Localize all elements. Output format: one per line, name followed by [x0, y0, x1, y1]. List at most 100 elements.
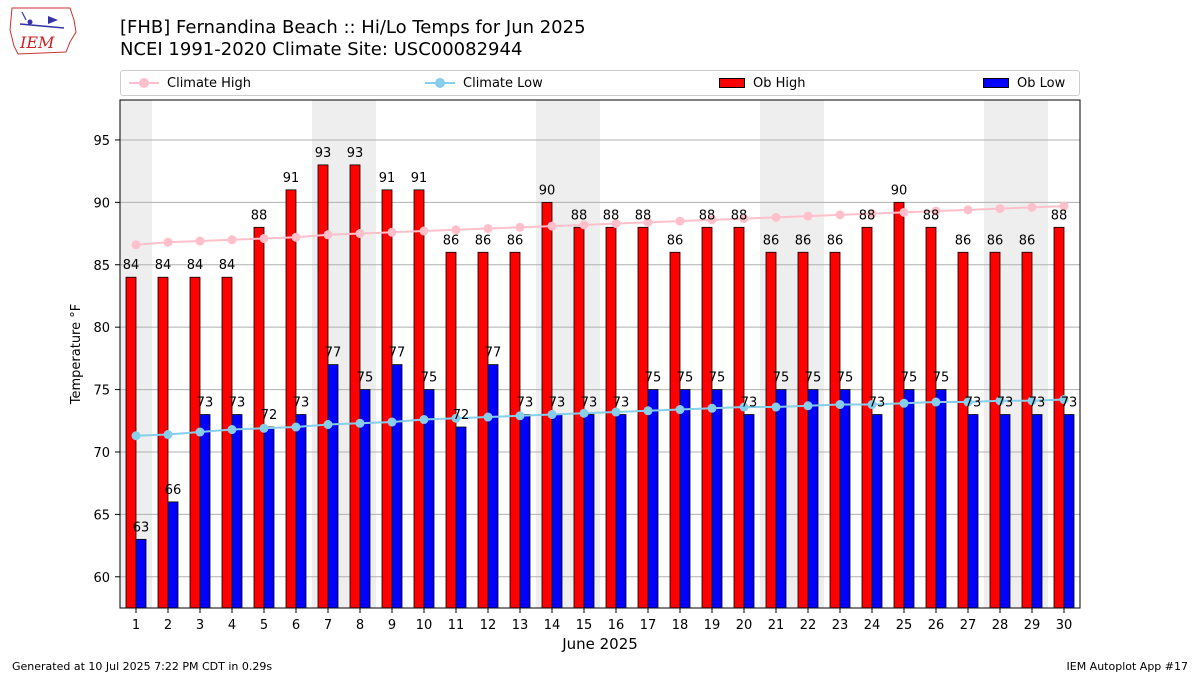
- climate-low-point: [995, 396, 1005, 406]
- ob-low-label: 73: [613, 396, 630, 411]
- ob-high-bar: [1053, 226, 1065, 609]
- ob-low-label: 75: [421, 371, 438, 386]
- x-tick-label: 26: [928, 618, 945, 633]
- ob-high-label: 86: [475, 233, 492, 248]
- ob-low-label: 75: [901, 371, 918, 386]
- ob-high-bar: [509, 251, 521, 609]
- y-tick-label: 90: [93, 196, 110, 211]
- ob-low-label: 75: [357, 371, 374, 386]
- climate-low-point: [451, 413, 461, 423]
- ob-high-bar: [605, 226, 617, 609]
- ob-high-label: 88: [1051, 208, 1068, 223]
- climate-high-point: [771, 212, 781, 222]
- ob-low-bar: [135, 538, 147, 609]
- x-tick-label: 21: [768, 618, 785, 633]
- ob-high-bar: [701, 226, 713, 609]
- climate-high-point: [483, 224, 493, 234]
- ob-high-bar: [445, 251, 457, 609]
- ob-low-label: 75: [933, 371, 950, 386]
- x-tick-label: 13: [512, 618, 529, 633]
- legend: Climate High Climate Low Ob High Ob Low: [120, 70, 1080, 96]
- ob-high-bar: [925, 226, 937, 609]
- ob-low-label: 77: [325, 346, 342, 361]
- chart-title: [FHB] Fernandina Beach :: Hi/Lo Temps fo…: [120, 17, 586, 38]
- ob-low-bar: [551, 414, 563, 609]
- x-tick-label: 7: [324, 618, 332, 633]
- x-tick-label: 11: [448, 618, 465, 633]
- ob-low-bar: [647, 389, 659, 609]
- ob-high-label: 91: [283, 171, 300, 186]
- climate-low-point: [547, 410, 557, 420]
- climate-high-point: [355, 229, 365, 239]
- climate-high-point: [227, 235, 237, 245]
- ob-low-label: 73: [1029, 396, 1046, 411]
- climate-low-point: [643, 406, 653, 416]
- legend-item-ob-high: Ob High: [719, 71, 806, 95]
- climate-low-point: [707, 403, 717, 413]
- ob-high-label: 91: [379, 171, 396, 186]
- climate-high-point: [963, 205, 973, 215]
- y-tick-label: 65: [93, 508, 110, 523]
- climate-high-point: [899, 207, 909, 217]
- ob-low-bar: [167, 501, 179, 609]
- ob-low-bar: [583, 414, 595, 609]
- climate-low-point: [675, 405, 685, 415]
- ob-low-label: 75: [677, 371, 694, 386]
- ob-low-label: 73: [965, 396, 982, 411]
- ob-high-label: 86: [955, 233, 972, 248]
- ob-high-label: 91: [411, 171, 428, 186]
- climate-high-point: [291, 232, 301, 242]
- chart-subtitle: NCEI 1991-2020 Climate Site: USC00082944: [120, 39, 523, 60]
- ob-high-bar: [189, 276, 201, 609]
- ob-low-bar: [711, 389, 723, 609]
- climate-low-point: [483, 412, 493, 422]
- ob-high-label: 86: [443, 233, 460, 248]
- ob-high-bar: [797, 251, 809, 609]
- ob-low-bar: [615, 414, 627, 609]
- x-tick-label: 9: [388, 618, 396, 633]
- ob-low-label: 73: [517, 396, 534, 411]
- ob-low-label: 73: [197, 396, 214, 411]
- climate-high-point: [451, 225, 461, 235]
- ob-low-label: 73: [869, 396, 886, 411]
- ob-high-label: 88: [731, 208, 748, 223]
- ob-high-label: 84: [187, 258, 204, 273]
- legend-label-climate-low: Climate Low: [463, 75, 543, 91]
- ob-high-bar: [125, 276, 137, 609]
- climate-high-point: [515, 222, 525, 232]
- climate-high-point: [323, 230, 333, 240]
- climate-low-point: [1027, 396, 1037, 406]
- ob-low-label: 73: [229, 396, 246, 411]
- climate-high-point: [931, 206, 941, 216]
- x-tick-label: 4: [228, 618, 236, 633]
- climate-low-point: [355, 418, 365, 428]
- x-tick-label: 22: [800, 618, 817, 633]
- climate-low-swatch: [425, 78, 455, 88]
- x-tick-label: 3: [196, 618, 204, 633]
- climate-low-point: [771, 402, 781, 412]
- ob-low-bar: [327, 364, 339, 609]
- generated-note: Generated at 10 Jul 2025 7:22 PM CDT in …: [12, 660, 273, 673]
- climate-high-point: [195, 236, 205, 246]
- legend-label-climate-high: Climate High: [167, 75, 252, 91]
- ob-low-bar: [999, 414, 1011, 609]
- ob-high-label: 84: [123, 258, 140, 273]
- x-tick-label: 14: [544, 618, 561, 633]
- climate-high-point: [995, 204, 1005, 214]
- climate-low-point: [291, 422, 301, 432]
- ob-low-bar: [199, 414, 211, 609]
- climate-low-point: [323, 420, 333, 430]
- x-tick-label: 17: [640, 618, 657, 633]
- climate-high-point: [259, 234, 269, 244]
- ob-high-bar: [861, 226, 873, 609]
- climate-low-point: [195, 427, 205, 437]
- x-tick-label: 15: [576, 618, 593, 633]
- ob-high-label: 88: [699, 208, 716, 223]
- ob-low-bar: [455, 426, 467, 609]
- climate-high-point: [835, 210, 845, 220]
- x-tick-label: 30: [1056, 618, 1073, 633]
- legend-item-climate-low: Climate Low: [425, 71, 543, 95]
- climate-low-point: [163, 430, 173, 440]
- climate-low-point: [131, 431, 141, 441]
